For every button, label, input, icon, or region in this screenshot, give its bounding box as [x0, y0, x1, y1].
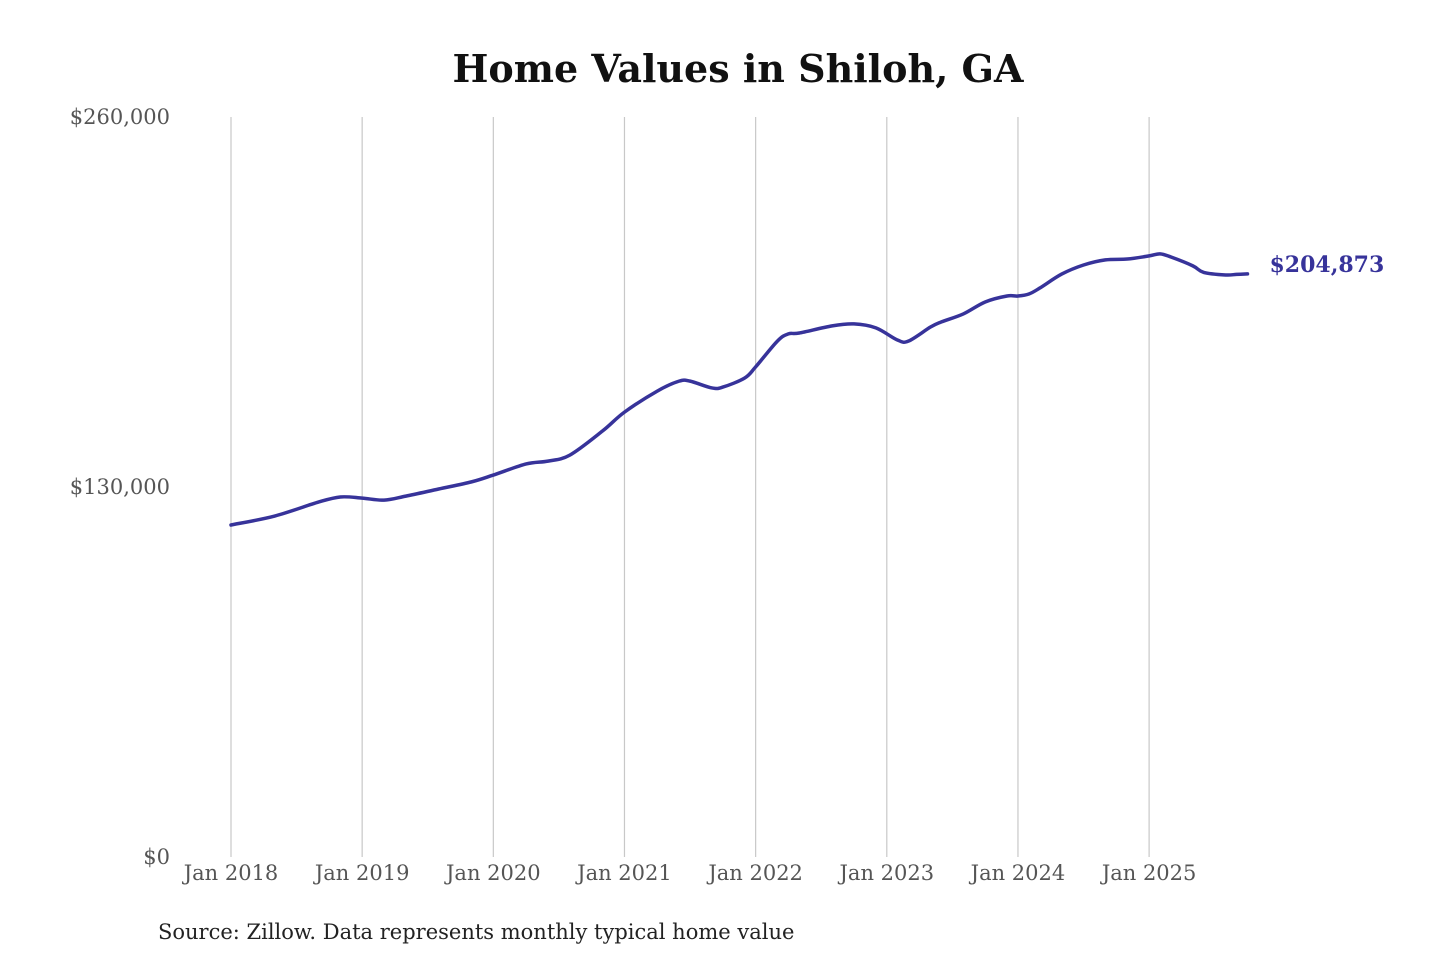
x-axis: Jan 2018 Jan 2019 Jan 2020 Jan 2021 Jan 2022… — [182, 861, 1197, 885]
x-tick-label: Jan 2020 — [444, 861, 541, 885]
y-tick-label: $260,000 — [70, 105, 170, 129]
chart-title: Home Values in Shiloh, GA — [453, 46, 1024, 91]
x-tick-label: Jan 2024 — [969, 861, 1066, 885]
x-tick-label: Jan 2018 — [182, 861, 279, 885]
y-axis: $0 $130,000 $260,000 — [70, 105, 170, 869]
y-tick-label: $0 — [143, 845, 170, 869]
x-tick-label: Jan 2025 — [1100, 861, 1197, 885]
x-tick-label: Jan 2021 — [575, 861, 672, 885]
gridlines — [230, 117, 1150, 857]
source-note: Source: Zillow. Data represents monthly … — [158, 920, 794, 944]
x-tick-label: Jan 2019 — [313, 861, 410, 885]
y-tick-label: $130,000 — [70, 475, 170, 499]
end-value-label: $204,873 — [1269, 252, 1384, 278]
x-tick-label: Jan 2022 — [706, 861, 803, 885]
x-tick-label: Jan 2023 — [838, 861, 935, 885]
series-line — [229, 252, 1250, 527]
